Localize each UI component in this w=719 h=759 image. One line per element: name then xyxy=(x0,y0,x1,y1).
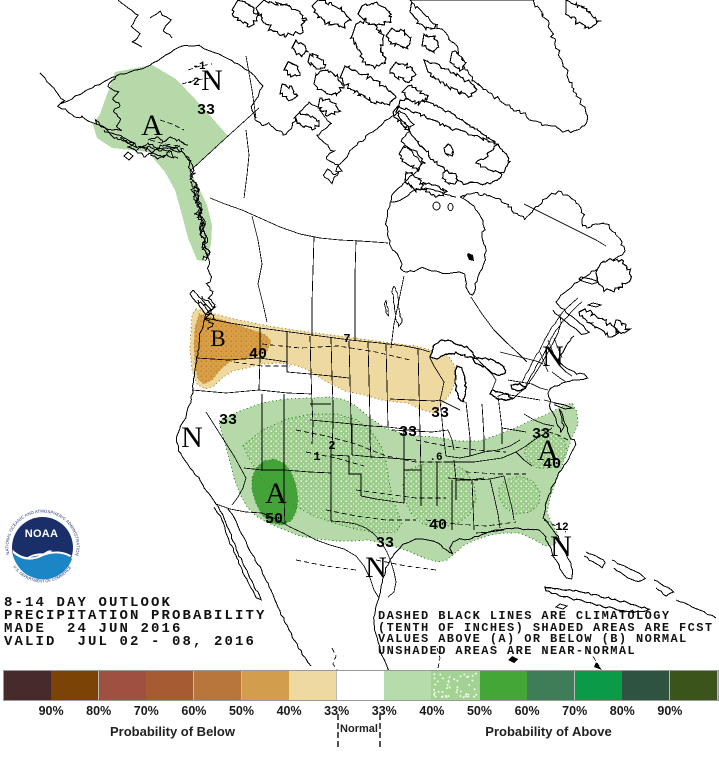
svg-text:N: N xyxy=(365,551,387,584)
svg-text:40: 40 xyxy=(543,456,561,473)
svg-text:-2: -2 xyxy=(186,77,199,89)
svg-text:NOAA: NOAA xyxy=(25,528,59,540)
svg-text:1: 1 xyxy=(313,450,320,464)
svg-text:33: 33 xyxy=(431,405,449,422)
svg-text:B: B xyxy=(210,326,225,351)
svg-text:33: 33 xyxy=(532,426,550,443)
svg-text:A: A xyxy=(265,477,287,510)
svg-text:12: 12 xyxy=(555,522,568,534)
svg-text:33: 33 xyxy=(219,412,237,429)
svg-text:N: N xyxy=(542,340,564,373)
svg-text:33: 33 xyxy=(376,535,394,552)
svg-text:2: 2 xyxy=(328,439,335,453)
svg-text:A: A xyxy=(141,109,163,142)
svg-text:7: 7 xyxy=(343,332,350,346)
svg-text:N: N xyxy=(550,530,572,563)
svg-text:-1: -1 xyxy=(192,61,206,73)
svg-text:40: 40 xyxy=(249,346,267,363)
svg-text:A: A xyxy=(537,434,559,467)
svg-text:50: 50 xyxy=(265,511,283,528)
svg-text:.6: .6 xyxy=(429,452,442,464)
svg-text:N: N xyxy=(201,64,223,97)
svg-text:N: N xyxy=(181,421,203,454)
svg-text:33: 33 xyxy=(399,424,417,441)
svg-text:40: 40 xyxy=(429,517,447,534)
svg-text:33: 33 xyxy=(197,102,215,119)
